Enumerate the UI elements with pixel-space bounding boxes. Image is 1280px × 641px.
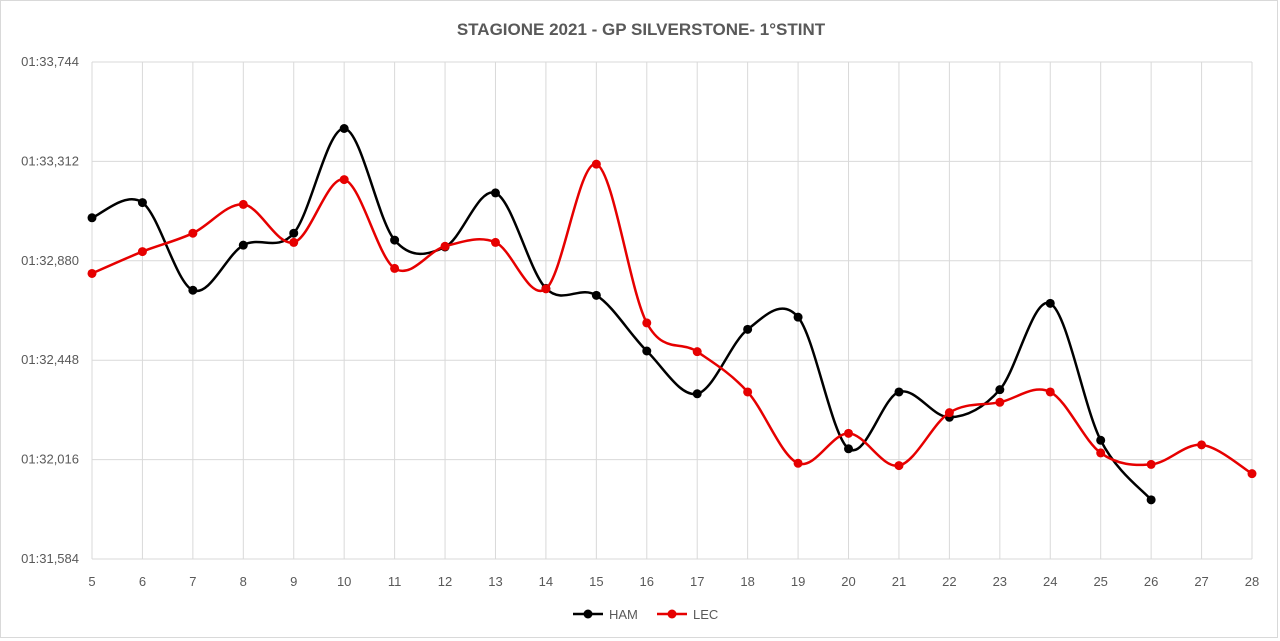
x-tick-label: 27 xyxy=(1194,574,1208,589)
data-point-ham xyxy=(238,240,248,250)
y-tick-label: 01:33,744 xyxy=(21,54,79,69)
x-tick-label: 5 xyxy=(88,574,95,589)
series-lines xyxy=(87,123,1257,505)
data-point-lec xyxy=(440,241,450,251)
data-point-lec xyxy=(743,387,753,397)
x-tick-label: 6 xyxy=(139,574,146,589)
x-tick-label: 7 xyxy=(189,574,196,589)
x-tick-label: 28 xyxy=(1245,574,1259,589)
series-line-ham xyxy=(91,127,1153,501)
data-point-lec xyxy=(1096,448,1106,458)
data-point-ham xyxy=(1045,298,1055,308)
y-tick-label: 01:33,312 xyxy=(21,153,79,168)
data-point-ham xyxy=(390,235,400,245)
y-tick-label: 01:32,016 xyxy=(21,452,79,467)
data-point-ham xyxy=(1096,435,1106,445)
legend: HAM LEC xyxy=(573,607,718,622)
x-tick-label: 21 xyxy=(892,574,906,589)
x-axis-ticks: 5 6 7 8 9 10 11 12 13 14 15 16 17 18 19 20 21 22 23 24 25 26 2… xyxy=(88,574,1259,589)
data-point-lec xyxy=(591,159,601,169)
legend-label-ham: HAM xyxy=(609,607,638,622)
data-point-lec xyxy=(944,408,954,418)
x-tick-label: 23 xyxy=(993,574,1007,589)
data-point-ham xyxy=(1146,495,1156,505)
data-point-lec xyxy=(844,428,854,438)
x-tick-label: 9 xyxy=(290,574,297,589)
data-point-ham xyxy=(137,198,147,208)
x-tick-label: 20 xyxy=(841,574,855,589)
legend-marker-ham xyxy=(583,609,593,619)
y-axis-ticks: 01:31,584 01:32,016 01:32,448 01:32,880 01:3… xyxy=(21,54,79,566)
data-point-lec xyxy=(238,199,248,209)
y-tick-label: 01:32,880 xyxy=(21,253,79,268)
data-point-lec xyxy=(894,461,904,471)
data-point-ham xyxy=(591,290,601,300)
data-point-lec xyxy=(87,268,97,278)
data-point-lec xyxy=(1146,459,1156,469)
data-point-ham xyxy=(793,312,803,322)
data-point-lec xyxy=(692,347,702,357)
series-line-lec xyxy=(91,162,1253,475)
x-tick-label: 10 xyxy=(337,574,351,589)
x-tick-label: 8 xyxy=(240,574,247,589)
data-point-lec xyxy=(1247,469,1257,479)
data-point-lec xyxy=(541,284,551,294)
x-tick-label: 26 xyxy=(1144,574,1158,589)
x-tick-label: 22 xyxy=(942,574,956,589)
x-tick-label: 25 xyxy=(1093,574,1107,589)
data-point-lec xyxy=(188,228,198,238)
x-tick-label: 18 xyxy=(740,574,754,589)
data-point-lec xyxy=(137,247,147,257)
x-tick-label: 12 xyxy=(438,574,452,589)
data-point-lec xyxy=(793,458,803,468)
data-point-ham xyxy=(87,213,97,223)
data-point-ham xyxy=(188,285,198,295)
y-tick-label: 01:32,448 xyxy=(21,352,79,367)
data-point-ham xyxy=(995,385,1005,395)
y-tick-label: 01:31,584 xyxy=(21,551,79,566)
x-tick-label: 17 xyxy=(690,574,704,589)
x-tick-label: 15 xyxy=(589,574,603,589)
x-tick-label: 24 xyxy=(1043,574,1057,589)
x-tick-label: 14 xyxy=(539,574,553,589)
gridlines xyxy=(91,61,1253,560)
data-point-ham xyxy=(289,228,299,238)
data-point-lec xyxy=(339,175,349,185)
x-tick-label: 16 xyxy=(640,574,654,589)
data-point-ham xyxy=(642,346,652,356)
data-point-ham xyxy=(339,123,349,133)
legend-label-lec: LEC xyxy=(693,607,718,622)
data-point-lec xyxy=(289,237,299,247)
data-point-lec xyxy=(995,397,1005,407)
data-point-ham xyxy=(490,188,500,198)
data-point-lec xyxy=(642,318,652,328)
data-point-ham xyxy=(743,324,753,334)
data-point-lec xyxy=(490,237,500,247)
x-tick-label: 11 xyxy=(388,574,402,589)
data-point-ham xyxy=(692,389,702,399)
data-point-ham xyxy=(894,387,904,397)
chart-title: STAGIONE 2021 - GP SILVERSTONE- 1°STINT xyxy=(457,20,826,39)
data-point-lec xyxy=(1045,387,1055,397)
legend-marker-lec xyxy=(667,609,677,619)
data-point-lec xyxy=(1197,440,1207,450)
data-point-ham xyxy=(844,444,854,454)
x-tick-label: 19 xyxy=(791,574,805,589)
data-point-lec xyxy=(390,263,400,273)
x-tick-label: 13 xyxy=(488,574,502,589)
